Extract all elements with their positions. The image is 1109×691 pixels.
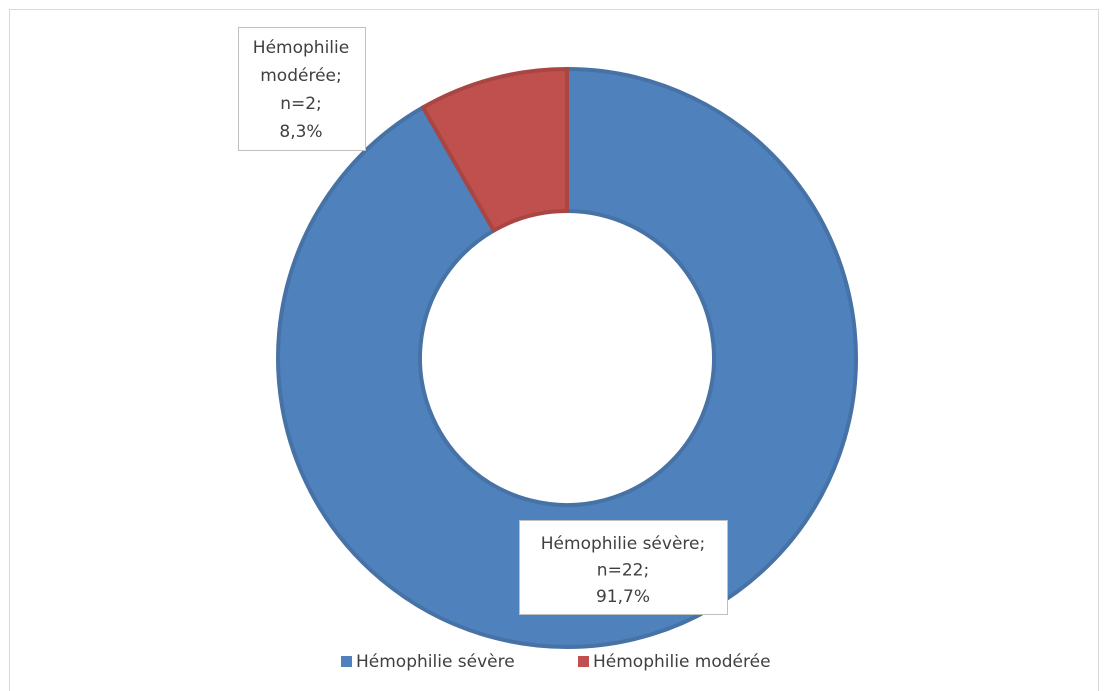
data-label: 8,3% [279,122,322,142]
data-label: Hémophilie sévère; [541,534,705,554]
donut-slice [276,67,858,649]
legend-swatch [578,656,589,667]
data-label-box [238,27,366,151]
legend-label: Hémophilie sévère [356,652,515,672]
legend-label: Hémophilie modérée [593,652,771,672]
donut-slice [421,67,569,233]
data-label-box [519,520,728,615]
data-label: Hémophilie [253,38,349,58]
data-label: n=22; [597,561,649,581]
data-label: modérée; [260,66,341,86]
data-label: n=2; [280,94,322,114]
legend-swatch [341,656,352,667]
data-label: 91,7% [596,587,650,607]
